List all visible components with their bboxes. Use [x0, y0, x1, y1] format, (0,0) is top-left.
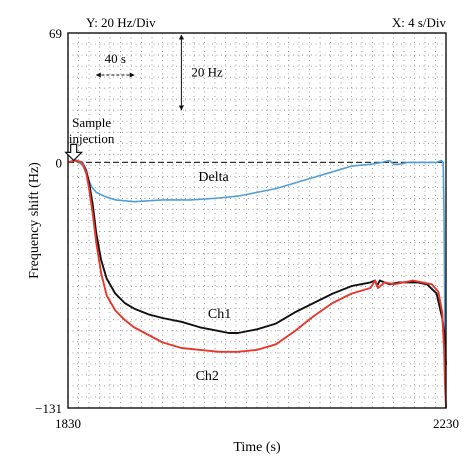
plot-frame [67, 32, 447, 409]
x-tick-label-left: 1830 [55, 416, 81, 431]
injection-label-line1: Sample [72, 115, 111, 130]
y-tick-label-top: 69 [49, 26, 62, 41]
series-line-ch1 [67, 159, 447, 365]
series-label-ch2: Ch2 [196, 369, 219, 384]
injection-annotation: Sample injection [64, 115, 115, 162]
series-line-ch2 [67, 159, 447, 409]
series-label-ch1: Ch1 [208, 307, 231, 322]
y-tick-label-zero: 0 [56, 155, 63, 170]
injection-label-line2: injection [69, 131, 115, 146]
series-label-delta: Delta [198, 170, 229, 185]
y-tick-label-bottom: −131 [35, 401, 62, 416]
injection-arrow-icon [64, 143, 84, 162]
y-division-note: Y: 20 Hz/Div [86, 15, 156, 30]
time-scale-bar: 40 s [95, 51, 135, 78]
time-scale-label: 40 s [105, 51, 126, 66]
series-layer [67, 159, 447, 409]
x-tick-label-right: 2230 [433, 416, 459, 431]
x-axis-label: Time (s) [233, 440, 281, 455]
series-line-delta [67, 159, 447, 409]
y-axis-label: Frequency shift (Hz) [27, 162, 42, 279]
frequency-scale-bar: 20 Hz [178, 34, 223, 111]
frequency-scale-label: 20 Hz [191, 65, 223, 80]
x-division-note: X: 4 s/Div [392, 15, 447, 30]
grid [68, 33, 446, 408]
